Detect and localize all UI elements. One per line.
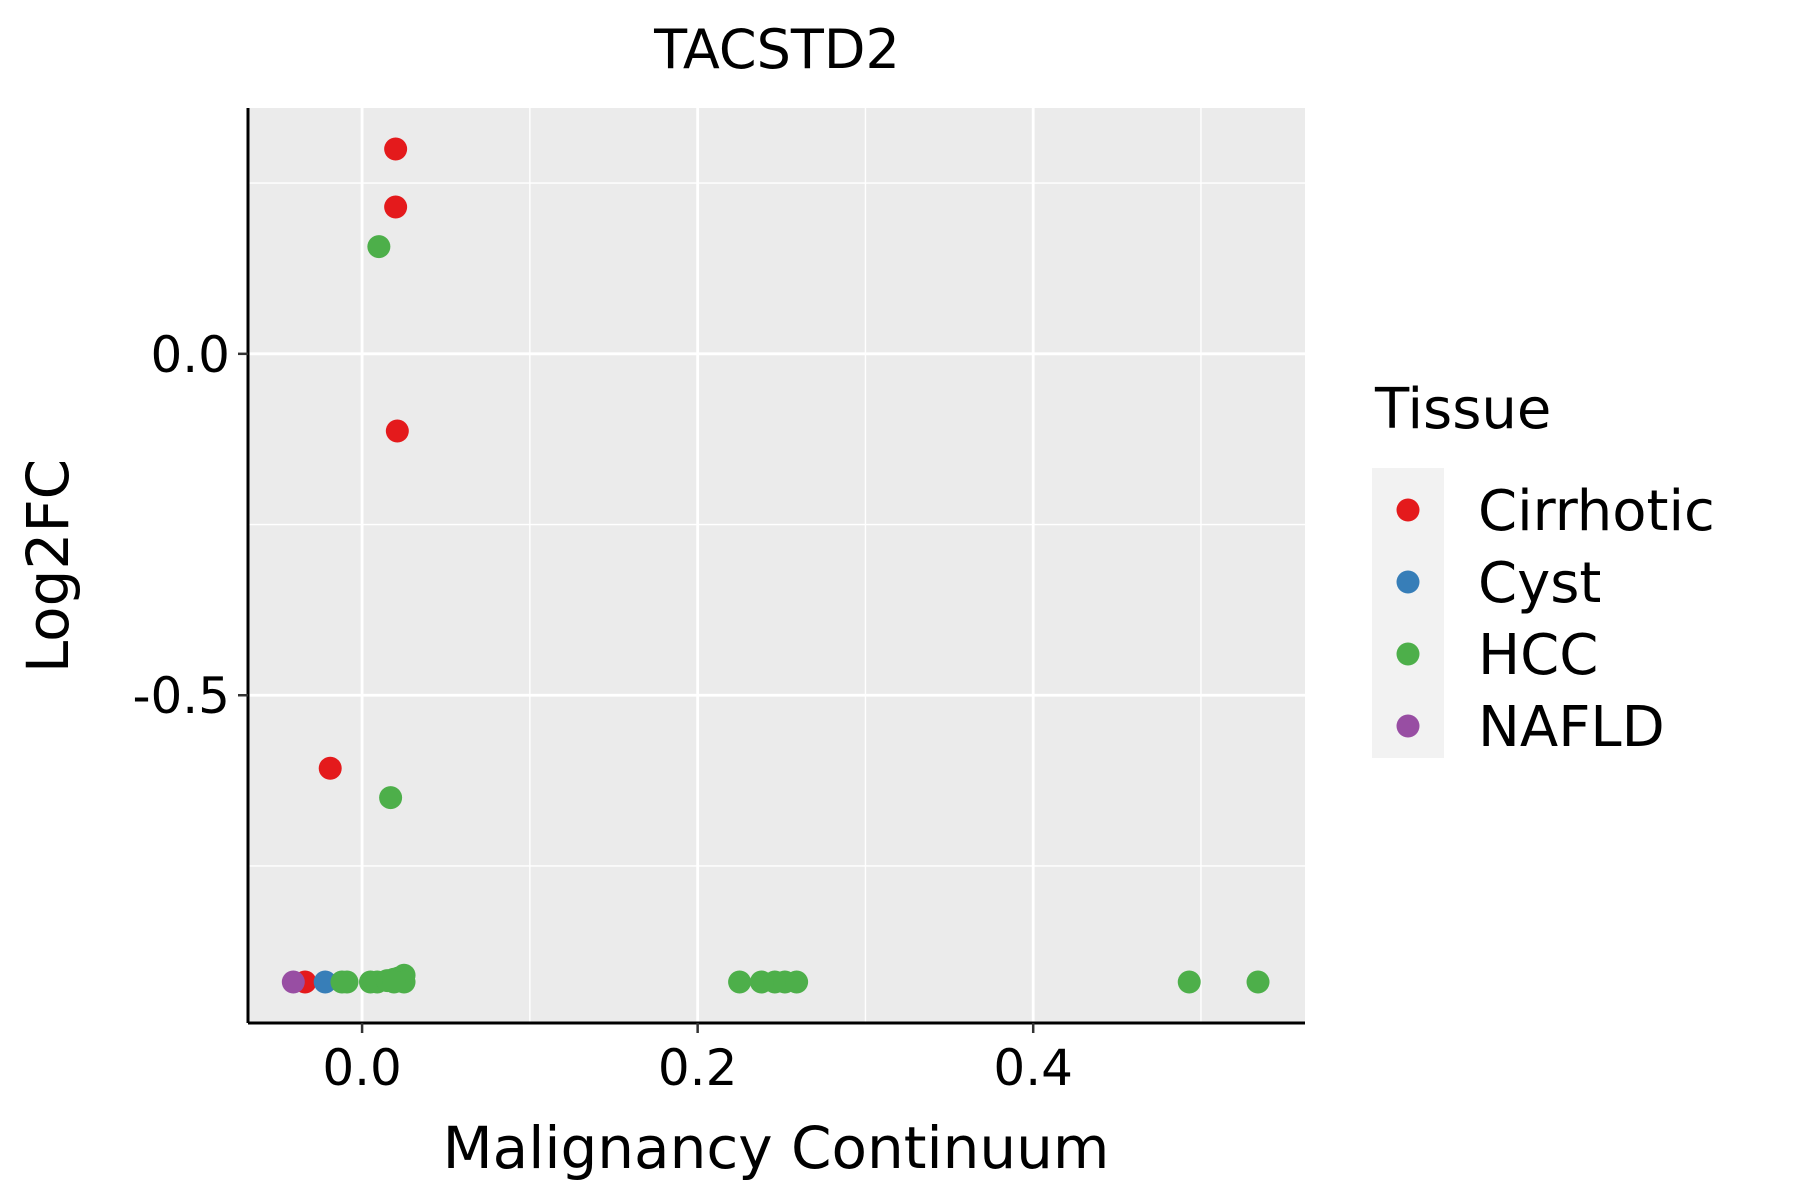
legend-label: Cirrhotic: [1478, 479, 1715, 544]
legend-title: Tissue: [1374, 377, 1551, 442]
y-tick-label: -0.5: [132, 667, 230, 725]
legend-label: HCC: [1478, 623, 1598, 688]
data-point-nafld: [281, 970, 305, 994]
data-point-cirrhotic: [384, 137, 408, 161]
legend-key-cyst: [1396, 570, 1420, 594]
x-tick-label: 0.2: [658, 1039, 738, 1097]
data-point-hcc: [728, 970, 752, 994]
grid-lines: [248, 108, 1305, 1023]
data-points: [281, 137, 1270, 994]
x-axis-title: Malignancy Continuum: [443, 1114, 1110, 1182]
x-tick-label: 0.0: [322, 1039, 402, 1097]
x-tick-label: 0.4: [993, 1039, 1073, 1097]
y-tick-label: 0.0: [150, 326, 230, 384]
data-point-cyst: [313, 970, 337, 994]
x-axis-ticks: 0.0 0.2 0.4: [322, 1023, 1073, 1097]
data-point-cirrhotic: [384, 195, 408, 219]
data-point-hcc: [785, 970, 809, 994]
y-axis-ticks: 0.0 -0.5: [132, 326, 248, 725]
data-point-hcc: [367, 235, 391, 259]
legend-label: NAFLD: [1478, 695, 1665, 760]
data-point-hcc: [1177, 970, 1201, 994]
chart-title: TACSTD2: [653, 18, 900, 81]
data-point-cirrhotic: [318, 756, 342, 780]
data-point-hcc: [382, 970, 406, 994]
plot-panel: [248, 108, 1305, 1023]
data-point-cirrhotic: [385, 419, 409, 443]
legend-entries: Cirrhotic Cyst HCC NAFLD: [1396, 479, 1715, 760]
data-point-hcc: [335, 970, 359, 994]
data-point-hcc: [1246, 970, 1270, 994]
legend-key-nafld: [1396, 714, 1420, 738]
legend-label: Cyst: [1478, 551, 1601, 616]
legend-key-hcc: [1396, 642, 1420, 666]
legend-key-cirrhotic: [1396, 498, 1420, 522]
y-axis-title: Log2FC: [14, 459, 82, 673]
data-point-hcc: [379, 786, 403, 810]
legend: Tissue Cirrhotic Cyst HCC NAFLD: [1372, 377, 1715, 760]
